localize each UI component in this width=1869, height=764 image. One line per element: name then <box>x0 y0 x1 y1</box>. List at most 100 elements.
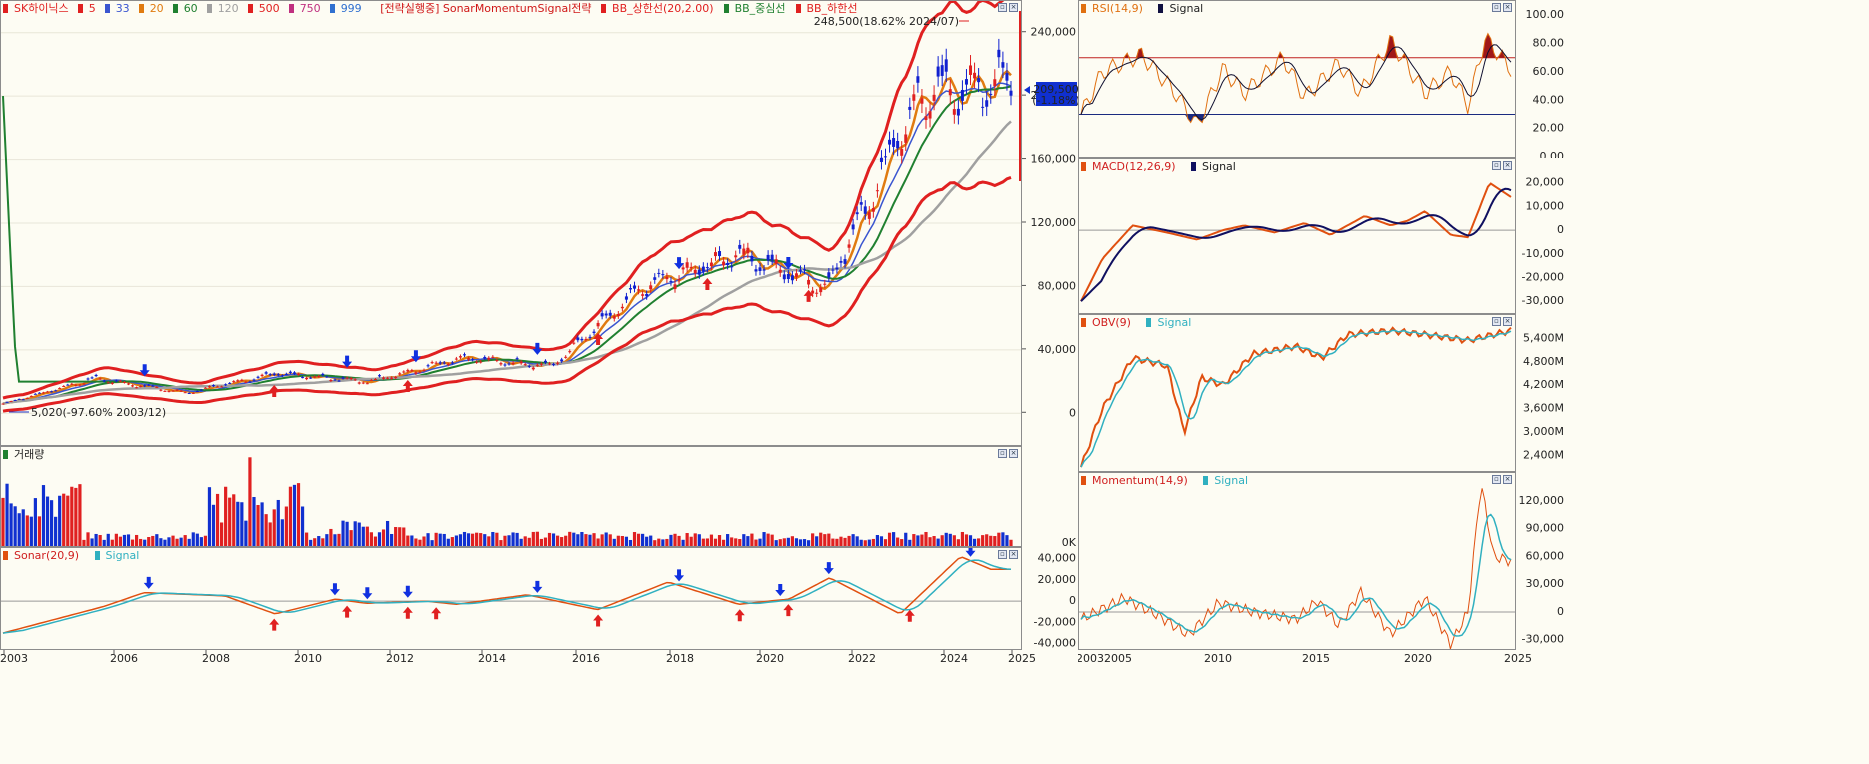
volume-bar <box>187 538 191 546</box>
volume-pane[interactable]: 거래량 ▫ × <box>0 446 1022 547</box>
volume-bar <box>29 516 33 546</box>
volume-bar <box>1005 535 1009 546</box>
volume-bar <box>45 496 50 546</box>
volume-bar <box>381 529 386 546</box>
legend-item[interactable]: SK하이닉스 <box>3 2 75 15</box>
bb-lower-line <box>2 175 1012 413</box>
restore-icon[interactable]: ▫ <box>998 550 1007 559</box>
legend-item[interactable]: 33 <box>104 2 136 15</box>
close-icon[interactable]: × <box>1009 449 1018 458</box>
price-pane[interactable]: 248,500(18.62% 2024/07) 5,020(-97.60% 200… <box>0 0 1022 446</box>
x-tick-label: 2012 <box>386 652 414 664</box>
candle-body <box>135 387 139 389</box>
volume-bar <box>564 535 568 546</box>
candle-body <box>657 272 661 274</box>
volume-bar <box>572 532 576 546</box>
candle-body <box>454 358 458 360</box>
volume-bar <box>823 534 827 546</box>
close-icon[interactable]: × <box>1503 475 1512 484</box>
volume-bar <box>624 536 629 546</box>
momentum-line <box>1080 488 1512 649</box>
obv-pane[interactable]: OBV(9) Signal ▫ × <box>1078 314 1516 472</box>
low-price-label: 5,020(-97.60% 2003/12) <box>31 406 166 419</box>
candle-body <box>831 269 835 271</box>
candle-body <box>50 391 54 393</box>
rsi-pane[interactable]: RSI(14,9) Signal ▫ × <box>1078 0 1516 158</box>
volume-bar <box>37 516 42 546</box>
volume-bar <box>835 538 839 546</box>
rsi-oversold-fill <box>1081 114 1511 123</box>
legend-item[interactable]: 750 <box>288 2 327 15</box>
x-tick-label: 2025 <box>1008 652 1036 664</box>
x-tick-label: 2018 <box>666 652 694 664</box>
candle-body <box>147 384 151 386</box>
candle-body <box>641 294 645 296</box>
restore-icon[interactable]: ▫ <box>1492 161 1501 170</box>
volume-bar <box>450 537 454 546</box>
candle-body <box>839 261 843 263</box>
candle-body <box>969 65 973 75</box>
candle-body <box>633 285 637 289</box>
sell-arrow-icon <box>143 576 154 589</box>
close-icon[interactable]: × <box>1503 317 1512 326</box>
sonar-y-axis: 40,000 20,000 0 -20,000 -40,000 <box>1022 547 1078 650</box>
volume-bar <box>608 534 612 546</box>
legend-item[interactable]: 20 <box>138 2 170 15</box>
candle-body <box>313 376 317 378</box>
legend-item[interactable]: 5 <box>77 2 102 15</box>
legend-item[interactable]: 500 <box>247 2 286 15</box>
candle-body <box>879 157 883 162</box>
restore-icon[interactable]: ▫ <box>1492 3 1501 12</box>
restore-icon[interactable]: ▫ <box>998 3 1007 12</box>
volume-bar <box>560 537 564 546</box>
bb-legend-item[interactable]: BB_하한선 <box>795 2 864 15</box>
y-tick-label: 20,000 <box>1526 176 1565 189</box>
restore-icon[interactable]: ▫ <box>1492 475 1501 484</box>
bb-legend-item[interactable]: BB_중심선 <box>723 2 792 15</box>
volume-bar <box>292 484 297 546</box>
restore-icon[interactable]: ▫ <box>1492 317 1501 326</box>
candle-body <box>960 89 964 101</box>
volume-bar <box>13 506 17 546</box>
obv-label: OBV(9) <box>1081 316 1137 329</box>
candle-body <box>333 379 337 381</box>
candle-body <box>908 106 912 110</box>
volume-bar <box>673 533 677 546</box>
restore-icon[interactable]: ▫ <box>998 449 1007 458</box>
price-window-buttons[interactable]: ▫ × <box>998 3 1018 12</box>
volume-bar <box>697 534 701 546</box>
candle-body <box>531 367 535 370</box>
close-icon[interactable]: × <box>1503 3 1512 12</box>
candle-body <box>527 365 531 367</box>
volume-bar <box>734 538 738 546</box>
candle-body <box>487 357 491 360</box>
volume-bar <box>815 536 819 546</box>
x-tick-label: 2025 <box>1504 652 1532 664</box>
volume-bar <box>726 534 730 546</box>
close-icon[interactable]: × <box>1009 3 1018 12</box>
legend-item[interactable]: 999 <box>329 2 368 15</box>
right-x-axis: 2003 2005 2010 2015 2020 2025 <box>1076 650 1568 665</box>
close-icon[interactable]: × <box>1009 550 1018 559</box>
volume-bar <box>596 538 600 546</box>
candle-body <box>855 212 859 215</box>
legend-item[interactable]: 60 <box>172 2 204 15</box>
candle-body <box>66 384 70 386</box>
volume-bar <box>110 539 114 546</box>
bb-legend-item[interactable]: BB_상한선(20,2.00) <box>601 2 720 15</box>
volume-bar <box>155 534 159 546</box>
macd-pane[interactable]: MACD(12,26,9) Signal ▫ × <box>1078 158 1516 314</box>
volume-bar <box>677 535 681 546</box>
volume-bar <box>207 487 212 546</box>
volume-bar <box>499 540 503 546</box>
candle-body <box>912 94 916 101</box>
close-icon[interactable]: × <box>1503 161 1512 170</box>
momentum-pane[interactable]: Momentum(14,9) Signal ▫ × <box>1078 472 1516 650</box>
sonar-pane[interactable]: Sonar(20,9) Signal ▫ × <box>0 547 1022 650</box>
candle-body <box>260 374 264 376</box>
macd-signal-line <box>1080 187 1512 302</box>
candle-body <box>819 287 823 293</box>
candle-body <box>774 259 778 264</box>
legend-item[interactable]: 120 <box>206 2 245 15</box>
y-tick-label: 60,000 <box>1526 549 1565 562</box>
